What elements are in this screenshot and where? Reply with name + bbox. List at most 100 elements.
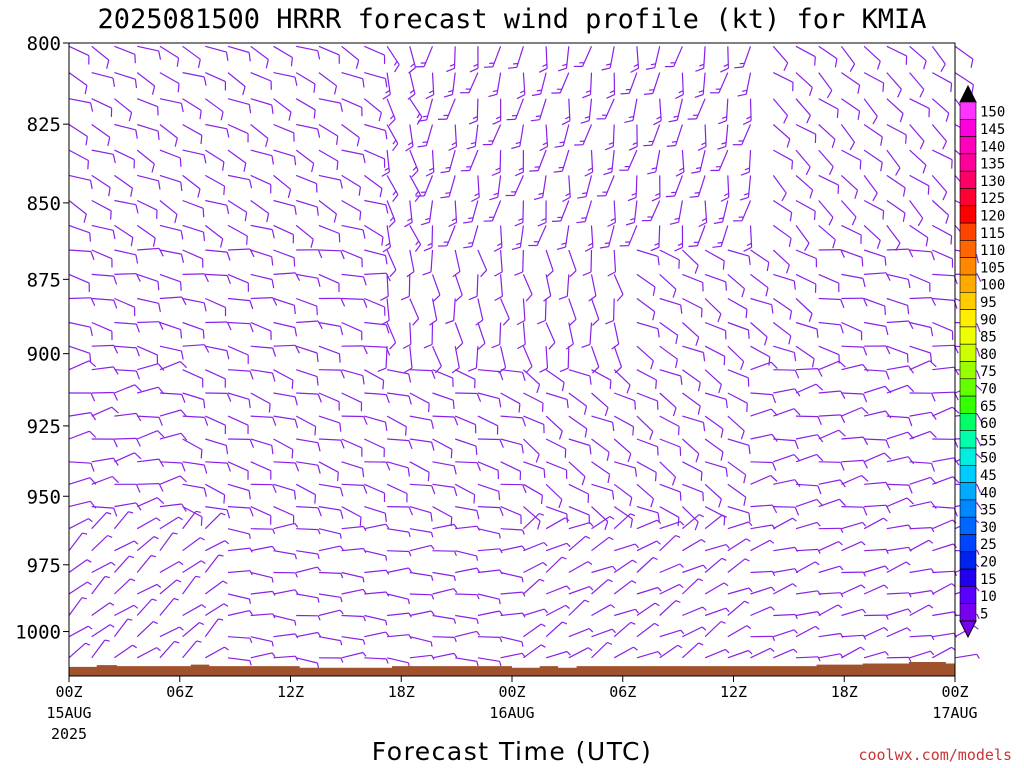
wind-barb-shaft	[182, 622, 200, 638]
wind-barb-shaft	[273, 98, 292, 113]
wind-barb-shaft	[682, 564, 704, 574]
wind-barb	[387, 612, 412, 618]
wind-barb	[818, 592, 844, 598]
wind-barb-shaft	[750, 606, 772, 617]
wind-barb-feather	[930, 251, 935, 261]
wind-barb-feather	[885, 326, 889, 336]
wind-barb-shaft	[522, 345, 533, 367]
wind-barb	[114, 540, 139, 552]
wind-barb	[599, 225, 615, 249]
wind-barb-shaft	[250, 506, 272, 517]
wind-barb-shaft	[704, 607, 727, 617]
wind-barb-feather	[195, 510, 201, 513]
wind-barb-shaft	[68, 224, 90, 234]
wind-barb-shaft	[159, 392, 182, 395]
wind-barb	[381, 150, 390, 177]
wind-barb-feather	[604, 242, 610, 245]
wind-barb-feather	[840, 414, 846, 424]
wind-barb-shaft	[205, 321, 228, 324]
wind-barb-shaft	[204, 603, 225, 617]
wind-barb-feather	[525, 294, 533, 302]
wind-barb	[273, 72, 298, 86]
wind-barb	[932, 519, 957, 530]
wind-barb	[227, 657, 252, 666]
wind-barb-shaft	[296, 657, 318, 664]
wind-barb-shaft	[114, 321, 137, 325]
colorbar-swatch	[959, 205, 977, 224]
x-tick-year-label: 2025	[51, 725, 87, 743]
wind-barb-feather	[109, 602, 115, 606]
wind-barb	[364, 297, 386, 316]
wind-barb-shaft	[544, 298, 547, 321]
wind-barb	[137, 273, 160, 291]
wind-barb-shaft	[795, 415, 819, 418]
wind-barb-shaft	[91, 124, 111, 138]
wind-barb-feather	[453, 637, 457, 643]
wind-barb-feather	[497, 242, 502, 247]
wind-barb-shaft	[727, 415, 745, 432]
wind-barb	[460, 72, 479, 94]
wind-barb-shaft	[932, 632, 955, 638]
wind-barb-feather	[725, 607, 730, 613]
wind-barb-feather	[585, 90, 591, 93]
wind-barb	[553, 149, 570, 173]
wind-barb-shaft	[886, 149, 901, 169]
wind-barb-feather	[340, 439, 345, 449]
wind-barb	[818, 149, 834, 175]
wind-barb-feather	[537, 221, 547, 227]
wind-barb-feather	[135, 347, 140, 357]
wind-barb-shaft	[500, 506, 522, 516]
wind-barb-feather	[538, 512, 545, 516]
wind-barb-feather	[809, 189, 814, 199]
wind-barb-feather	[744, 558, 750, 562]
wind-barb-shaft	[522, 200, 524, 223]
wind-barb-shaft	[91, 344, 114, 347]
wind-barb-shaft	[159, 503, 182, 508]
wind-barb-shaft	[539, 98, 547, 120]
wind-barb-shaft	[159, 45, 179, 59]
colorbar-swatch	[959, 499, 977, 518]
wind-barb-feather	[271, 546, 276, 551]
wind-barb	[704, 369, 722, 394]
wind-barb	[364, 569, 390, 575]
wind-barb-feather	[838, 541, 843, 546]
wind-barb-feather	[815, 383, 824, 391]
wind-barb-feather	[128, 112, 133, 122]
wind-barb-shaft	[932, 457, 955, 463]
wind-barb	[727, 558, 750, 573]
wind-barb-feather	[723, 356, 726, 366]
wind-barb-shaft	[591, 369, 612, 381]
wind-barb-feather	[840, 592, 844, 598]
wind-barb	[500, 571, 524, 583]
wind-barb-feather	[907, 608, 912, 613]
wind-barb-shaft	[387, 612, 409, 617]
wind-barb-shaft	[341, 461, 363, 469]
wind-barb-shaft	[205, 646, 225, 659]
wind-barb-shaft	[341, 321, 362, 332]
wind-barb	[227, 345, 249, 364]
wind-barb-feather	[393, 60, 398, 66]
wind-barb-feather	[541, 402, 544, 412]
wind-barb-feather	[113, 299, 118, 309]
wind-barb	[886, 174, 906, 197]
wind-barb-shaft	[114, 273, 137, 275]
wind-barb-feather	[698, 642, 704, 646]
wind-barb-shaft	[91, 457, 114, 463]
wind-barb	[750, 345, 771, 366]
wind-barb-shaft	[522, 578, 541, 595]
wind-barb	[364, 483, 386, 502]
wind-barb	[482, 124, 502, 146]
wind-barb-feather	[975, 254, 979, 264]
wind-barb-shaft	[612, 124, 615, 147]
wind-barb	[91, 124, 111, 147]
wind-barb-shaft	[727, 369, 749, 379]
wind-barb-feather	[840, 324, 844, 334]
wind-barb	[363, 98, 382, 122]
wind-barb	[584, 150, 594, 177]
wind-barb-shaft	[91, 297, 114, 301]
wind-barb-shaft	[477, 298, 484, 321]
wind-barb-feather	[862, 393, 868, 403]
wind-barb-feather	[538, 67, 548, 73]
wind-barb-feather	[499, 439, 504, 448]
wind-barb-feather	[475, 319, 484, 326]
